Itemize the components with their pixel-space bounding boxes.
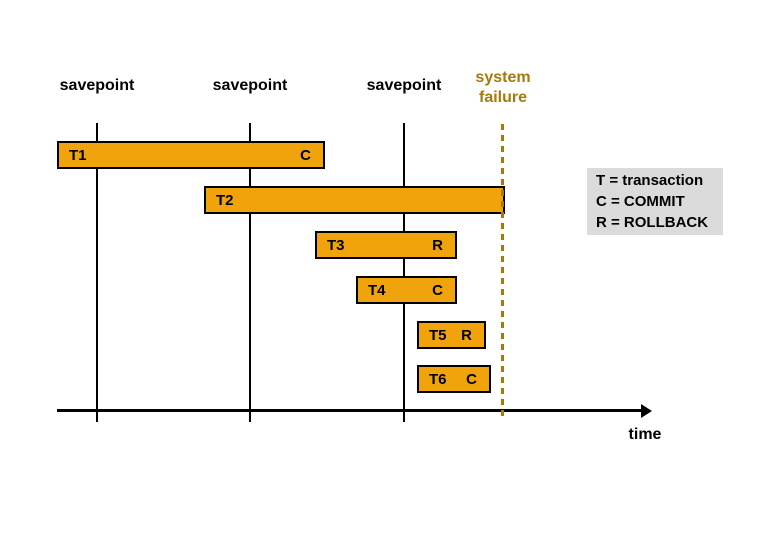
- legend-line-transaction: T = transaction: [596, 172, 704, 189]
- transaction-name-label: T2: [216, 191, 234, 209]
- system-failure-line: [501, 124, 504, 420]
- transaction-name-label: T3: [327, 236, 345, 254]
- transaction-outcome-label: R: [461, 326, 472, 344]
- transaction-bar-t3: T3 R: [315, 231, 457, 259]
- savepoint-label-3: savepoint: [366, 77, 442, 94]
- transaction-name-label: T5: [429, 326, 447, 344]
- savepoint-label-1: savepoint: [59, 77, 135, 94]
- time-axis-arrowhead-icon: [641, 404, 652, 418]
- savepoint-line-1: [96, 123, 98, 422]
- transaction-bar-t5: T5 R: [417, 321, 486, 349]
- savepoint-line-2: [249, 123, 251, 422]
- time-axis-label: time: [628, 426, 662, 443]
- savepoint-label-2: savepoint: [212, 77, 288, 94]
- transaction-outcome-label: R: [432, 236, 443, 254]
- legend-line-rollback: R = ROLLBACK: [596, 214, 709, 231]
- transaction-name-label: T1: [69, 146, 87, 164]
- transaction-bar-t2: T2: [204, 186, 505, 214]
- transaction-name-label: T6: [429, 370, 447, 388]
- system-failure-label-line1: system: [475, 69, 531, 86]
- transaction-outcome-label: C: [300, 146, 311, 164]
- savepoint-line-3: [403, 123, 405, 422]
- system-failure-label: system failure: [448, 68, 558, 108]
- transaction-name-label: T4: [368, 281, 386, 299]
- legend-box: T = transaction C = COMMIT R = ROLLBACK: [587, 168, 723, 235]
- transaction-bar-t4: T4 C: [356, 276, 457, 304]
- transaction-bar-t1: T1 C: [57, 141, 325, 169]
- legend-line-commit: C = COMMIT: [596, 193, 685, 210]
- system-failure-label-line2: failure: [478, 89, 527, 106]
- transaction-outcome-label: C: [466, 370, 477, 388]
- time-axis: [57, 409, 643, 412]
- transaction-bar-t6: T6 C: [417, 365, 491, 393]
- transaction-outcome-label: C: [432, 281, 443, 299]
